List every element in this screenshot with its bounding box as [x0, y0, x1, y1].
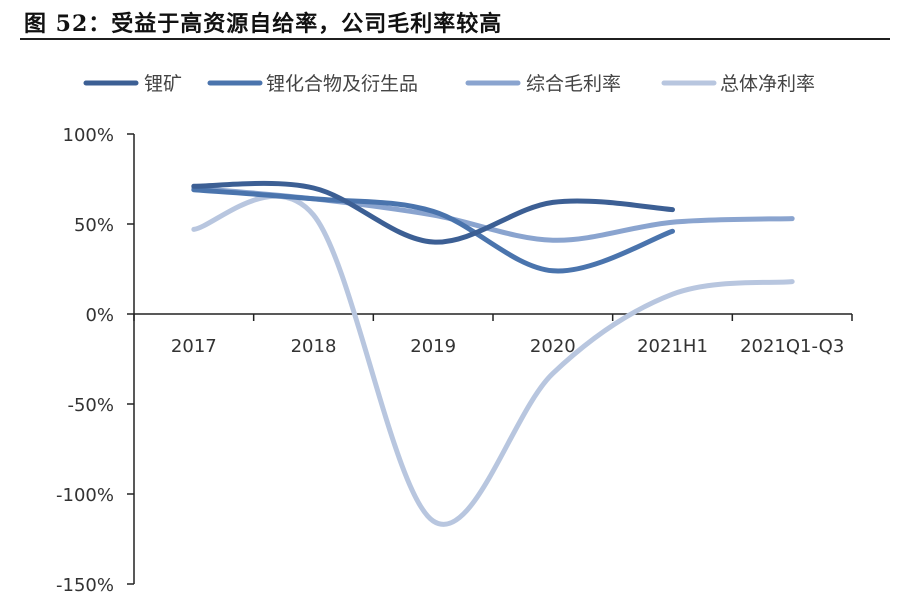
title-rule	[20, 38, 890, 40]
x-tick-label: 2018	[291, 336, 337, 357]
legend-label-2: 综合毛利率	[526, 73, 621, 95]
y-tick-label: 50%	[74, 215, 114, 236]
series-line-1	[191, 187, 675, 274]
x-tick-label: 2019	[410, 336, 456, 357]
series-lines	[191, 180, 795, 527]
x-tick-label: 2021Q1-Q3	[740, 336, 844, 357]
series-line-3	[191, 193, 795, 527]
series-line-0	[191, 180, 675, 245]
y-tick-label: -150%	[56, 575, 114, 596]
axes: 100% 50% 0% -50% -100% -150% 2017 2018 2019 2020 2…	[56, 125, 853, 596]
legend-label-1: 锂化合物及衍生品	[266, 73, 418, 95]
legend-label-0: 锂矿	[144, 73, 182, 95]
figure-title: 图 52：受益于高资源自给率，公司毛利率较高	[24, 11, 503, 37]
x-tick-label: 2020	[530, 336, 576, 357]
legend-label-3: 总体净利率	[720, 73, 815, 95]
x-tick-label: 2017	[171, 336, 217, 357]
y-tick-label: 0%	[85, 305, 114, 326]
y-tick-label: -50%	[67, 395, 114, 416]
legend: 锂矿 锂化合物及衍生品 综合毛利率 总体净利率	[83, 73, 815, 95]
y-tick-label: 100%	[63, 125, 114, 146]
x-tick-label: 2021H1	[637, 336, 708, 357]
y-tick-label: -100%	[56, 485, 114, 506]
